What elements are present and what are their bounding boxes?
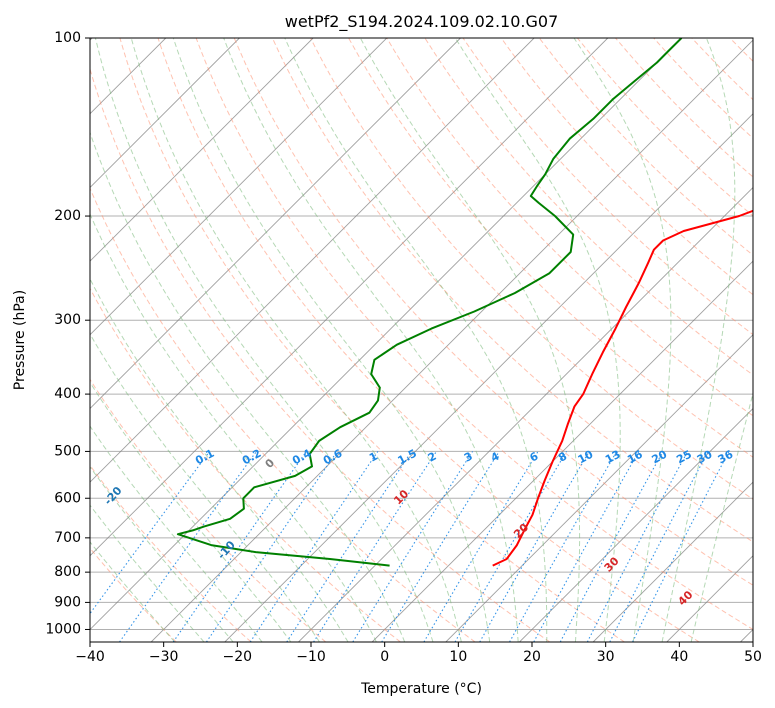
isotherm-line [445,334,753,642]
dry-adiabat-line [271,38,753,543]
isotherm-line [519,407,753,642]
y-axis-label: Pressure (hPa) [12,290,28,390]
isotherm-line [592,481,753,642]
isotherm-line [371,260,753,642]
sounding-traces [176,38,753,567]
mixing-ratio-label: 13 [603,448,623,467]
mixing-ratio-label: 36 [716,448,736,467]
dry-adiabat-line [90,464,252,642]
mixing-ratio-line [632,451,730,642]
dry-adiabat-line [424,38,753,376]
x-tick-label: 0 [380,649,389,665]
dry-adiabat-line [386,38,753,417]
dry-adiabats [90,38,753,642]
isotherm-line [90,38,240,189]
moist-adiabat-line [94,38,434,642]
moist-adiabat-line [690,391,753,642]
x-tick-label: 10 [449,649,467,665]
dewpoint-trace [176,38,683,567]
x-tick-label: −10 [296,649,326,665]
mixing-ratio-line [559,451,664,642]
moist-adiabat-line [90,277,349,642]
isotherm-line [90,38,388,336]
y-tick-label: 500 [54,443,81,459]
mixing-ratio-label: 30 [695,448,715,467]
mixing-ratio-line [119,451,257,642]
moist-adiabat-line [130,38,462,642]
mixing-ratio-line [90,451,211,615]
moist-adiabat-line [90,466,234,642]
mixing-ratio-label: 20 [650,448,670,467]
mixing-ratio-line [286,451,413,642]
dry-adiabat-line [119,38,625,642]
mixing-ratio-label: 16 [625,448,645,467]
x-tick-label: −30 [149,649,179,665]
x-axis-label: Temperature (°C) [360,681,482,697]
mixing-ratio-line [533,451,640,642]
moist-adiabat-line [223,38,519,642]
dry-adiabat-line [90,378,327,642]
dry-adiabat-line [157,38,700,642]
dry-adiabat-line [90,547,177,642]
dry-adiabat-line [310,38,753,500]
plot-frame [89,37,754,643]
mixing-ratio-line [249,451,379,642]
temperature-trace [492,209,753,567]
moist-adiabat-line [90,212,377,642]
moist-adiabat-line [573,38,672,642]
y-tick-label: 300 [54,312,81,328]
isotherm-line [90,38,314,262]
x-axis-ticks: −40 −30 −20 −10 0 10 20 30 40 50 [75,642,762,665]
dry-adiabat-line [348,38,753,458]
y-axis-ticks: 100 200 300 400 500 600 700 800 900 1000 [45,30,90,637]
moist-adiabat-line [661,38,736,642]
mixing-ratio-line [509,451,618,642]
isotherm-line [150,39,753,642]
mixing-ratio-lines [90,451,730,642]
isotherm-line [90,38,535,483]
y-tick-label: 200 [54,208,81,224]
y-tick-label: 600 [54,490,81,506]
mixing-ratio-line [172,451,307,642]
dry-adiabat-line [233,38,753,586]
chart-title: wetPf2_S194.2024.109.02.10.G07 [285,12,559,32]
mixing-ratio-line [381,451,500,642]
y-tick-label: 1000 [45,621,81,637]
x-tick-label: 30 [597,649,615,665]
y-tick-label: 100 [54,30,81,46]
isotherm-line [90,38,461,410]
x-tick-label: −40 [75,649,105,665]
moist-adiabat-line [90,332,320,642]
dry-adiabat-line [90,187,476,642]
y-tick-label: 700 [54,530,81,546]
moist-adiabat-line [172,38,491,642]
moist-adiabat-line [90,425,263,642]
mixing-ratio-label: 10 [576,448,596,467]
mixing-ratio-line [205,451,338,642]
x-tick-label: −20 [223,649,253,665]
isotherm-line [90,38,609,557]
moist-adiabat-line [359,38,581,642]
moist-adiabat-line [284,38,548,642]
x-tick-label: 20 [523,649,541,665]
dry-adiabat-line [500,38,753,296]
y-tick-label: 400 [54,386,81,402]
y-tick-label: 800 [54,564,81,580]
isotherm-line [224,113,753,642]
mixing-ratio-label: 25 [674,448,694,467]
y-tick-label: 900 [54,594,81,610]
dry-adiabat-line [195,38,753,631]
mixing-ratio-line [313,451,437,642]
dry-adiabat-line [90,67,551,642]
x-tick-label: 40 [670,649,688,665]
x-tick-label: 50 [744,649,762,665]
